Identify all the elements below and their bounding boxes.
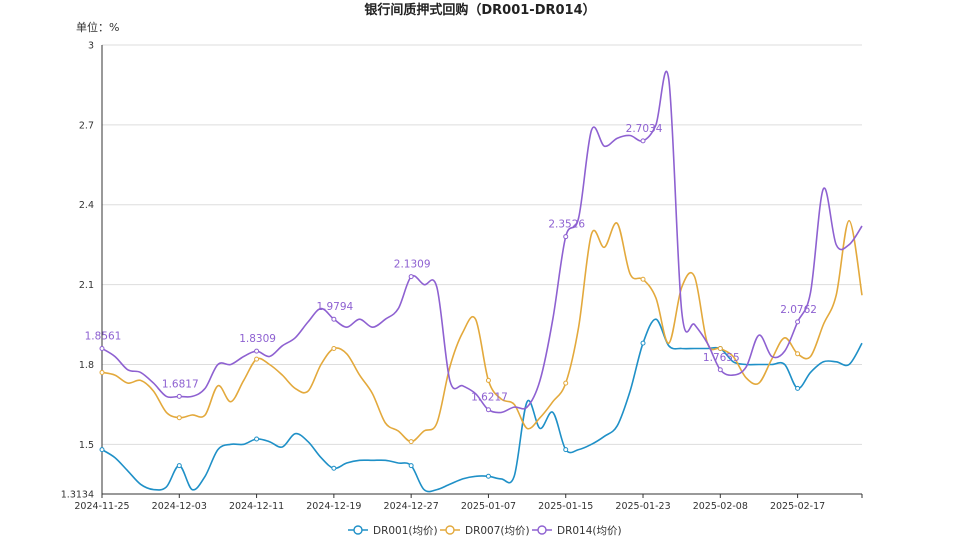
legend-label[interactable]: DR014(均价) bbox=[557, 525, 622, 537]
data-point bbox=[254, 356, 260, 362]
series-layer bbox=[99, 70, 863, 493]
series-line-1 bbox=[101, 318, 863, 493]
y-tick-label: 2.4 bbox=[79, 200, 94, 211]
data-label: 1.8561 bbox=[85, 330, 122, 342]
data-point bbox=[408, 439, 414, 445]
data-point bbox=[485, 377, 491, 383]
legend-swatch-marker[interactable] bbox=[445, 525, 455, 535]
data-label: 1.6817 bbox=[162, 378, 199, 390]
y-tick-label: 2.7 bbox=[79, 120, 94, 131]
data-point bbox=[795, 319, 801, 325]
grid-layer bbox=[102, 44, 862, 445]
x-tick-label: 2024-12-11 bbox=[229, 501, 284, 512]
data-point bbox=[176, 393, 182, 399]
data-label: 2.0762 bbox=[780, 304, 817, 316]
data-point bbox=[254, 348, 260, 354]
series-line-2 bbox=[101, 219, 863, 443]
x-tick-label: 2025-02-08 bbox=[693, 501, 748, 512]
x-tick-label: 2024-12-27 bbox=[384, 501, 439, 512]
data-point bbox=[408, 274, 414, 280]
data-point bbox=[717, 367, 723, 373]
data-point bbox=[331, 465, 337, 471]
legend-label[interactable]: DR007(均价) bbox=[465, 525, 530, 537]
x-tick-label: 2024-11-25 bbox=[74, 501, 129, 512]
series-line-3 bbox=[101, 70, 863, 414]
data-point bbox=[485, 407, 491, 413]
legend[interactable]: DR001(均价) DR007(均价) DR014(均价) bbox=[348, 525, 622, 537]
data-point bbox=[563, 447, 569, 453]
legend-label[interactable]: DR001(均价) bbox=[373, 525, 438, 537]
data-point bbox=[563, 234, 569, 240]
data-point bbox=[99, 447, 105, 453]
y-tick-label: 1.3134 bbox=[61, 490, 94, 501]
data-point bbox=[408, 463, 414, 469]
axis-layer: 1.3134 1.5 1.8 2.1 2.4 2.7 3 2024-11-25 2024-12-… bbox=[61, 41, 863, 512]
x-tick-label: 2025-01-15 bbox=[538, 501, 593, 512]
data-point bbox=[331, 316, 337, 322]
chart-title: 银行间质押式回购（DR001-DR014） bbox=[364, 2, 595, 18]
x-tick-label: 2025-02-17 bbox=[770, 501, 825, 512]
data-point bbox=[254, 436, 260, 442]
data-label: 2.3526 bbox=[548, 219, 585, 231]
data-point bbox=[331, 345, 337, 351]
data-point bbox=[717, 345, 723, 351]
data-label: 2.1309 bbox=[394, 259, 431, 271]
annotation-layer: 1.8561 1.6817 1.8309 1.9794 2.1309 1.6217 2.35… bbox=[85, 123, 817, 404]
y-tick-label: 3 bbox=[88, 41, 94, 52]
data-label: 1.6217 bbox=[471, 392, 508, 404]
data-point bbox=[795, 351, 801, 357]
data-label: 1.9794 bbox=[316, 301, 353, 313]
data-point bbox=[795, 385, 801, 391]
x-tick-label: 2025-01-23 bbox=[615, 501, 670, 512]
data-label: 1.7655 bbox=[703, 352, 740, 364]
data-point bbox=[640, 138, 646, 144]
unit-label: 单位：% bbox=[76, 20, 119, 34]
data-point bbox=[99, 369, 105, 375]
data-point bbox=[176, 415, 182, 421]
y-tick-label: 1.8 bbox=[79, 360, 94, 371]
data-point bbox=[99, 345, 105, 351]
data-point bbox=[485, 473, 491, 479]
data-point bbox=[640, 276, 646, 282]
y-tick-label: 2.1 bbox=[79, 280, 94, 291]
y-tick-label: 1.5 bbox=[79, 440, 94, 451]
legend-swatch-marker[interactable] bbox=[537, 525, 547, 535]
data-label: 2.7034 bbox=[626, 123, 663, 135]
data-point bbox=[640, 340, 646, 346]
x-tick-label: 2024-12-19 bbox=[306, 501, 361, 512]
x-tick-label: 2024-12-03 bbox=[152, 501, 207, 512]
data-point bbox=[563, 380, 569, 386]
x-tick-label: 2025-01-07 bbox=[461, 501, 516, 512]
data-label: 1.8309 bbox=[239, 333, 276, 345]
legend-swatch-marker[interactable] bbox=[353, 525, 363, 535]
data-point bbox=[176, 463, 182, 469]
